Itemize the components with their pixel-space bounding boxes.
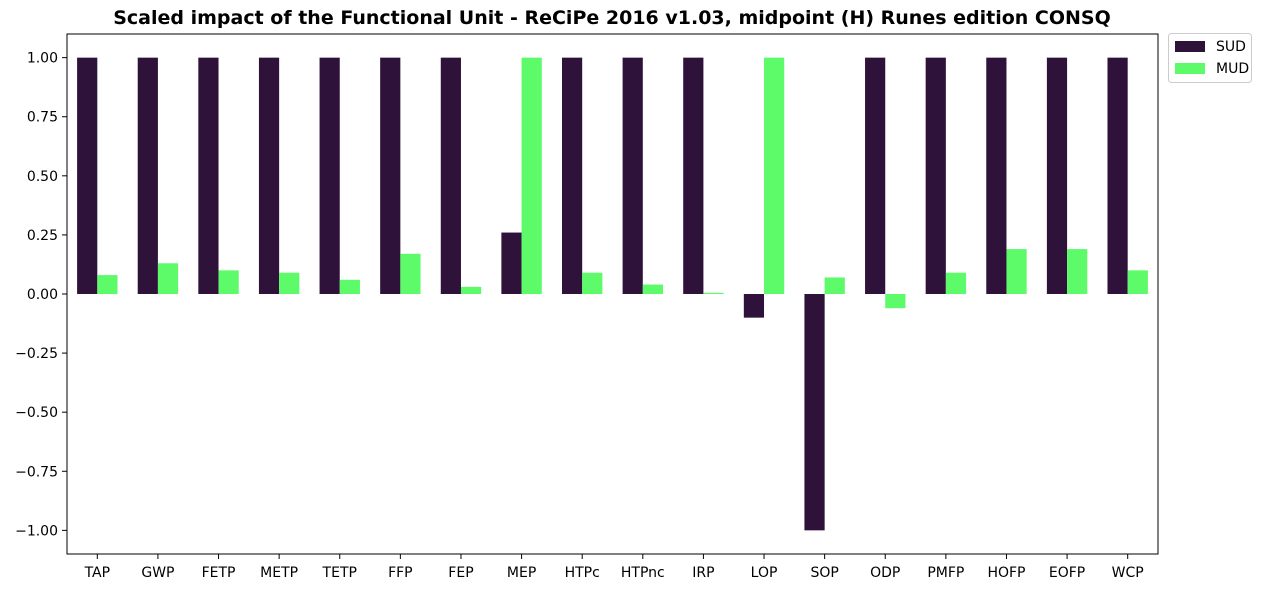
bar-mud-ffp [400, 253, 421, 294]
bar-mud-fetp [218, 270, 239, 294]
x-tick-label: FEP [448, 565, 473, 581]
bar-mud-htpnc [642, 284, 664, 294]
bar-sud-fep [440, 57, 461, 294]
bar-mud-wcp [1127, 270, 1148, 294]
x-tick-label: IRP [692, 565, 714, 581]
y-tick-label: 0.75 [27, 110, 58, 126]
bar-sud-wcp [1107, 57, 1128, 294]
bar-sud-mep [501, 232, 522, 294]
x-tick-label: PMFP [927, 565, 964, 581]
x-tick-label: EOFP [1049, 565, 1085, 581]
bar-mud-metp [279, 272, 300, 294]
x-tick-label: HOFP [987, 565, 1025, 581]
x-tick-label: WCP [1112, 565, 1144, 581]
x-tick-label: ODP [870, 565, 900, 581]
bar-mud-irp [703, 292, 724, 294]
bar-mud-htpc [582, 272, 603, 294]
chart-title: Scaled impact of the Functional Unit - R… [113, 7, 1111, 29]
bar-mud-tetp [339, 279, 360, 294]
x-tick-label: LOP [751, 565, 778, 581]
bar-sud-tetp [319, 57, 340, 294]
bar-mud-gwp [157, 263, 179, 294]
x-tick-label: SOP [810, 565, 838, 581]
legend-label-mud: MUD [1216, 61, 1249, 77]
y-tick-label: 1.00 [27, 51, 58, 67]
bar-mud-lop [764, 57, 785, 294]
y-tick-label: −1.00 [15, 523, 58, 539]
bar-sud-tap [77, 57, 98, 294]
bar-sud-htpc [561, 57, 583, 294]
bar-sud-irp [683, 57, 704, 294]
bar-sud-htpnc [622, 57, 643, 294]
bar-mud-tap [97, 275, 118, 294]
y-axis: −1.00 −0.75 −0.50 −0.25 0.00 0.25 0.50 0.75 1.00 [15, 51, 67, 539]
bar-sud-sop [804, 294, 825, 531]
bars-layer [77, 57, 1148, 531]
bar-sud-lop [743, 294, 765, 318]
bar-mud-mep [521, 57, 542, 294]
y-tick-label: 0.50 [27, 169, 58, 185]
bar-sud-metp [258, 57, 280, 294]
y-tick-label: 0.25 [27, 228, 58, 244]
x-tick-label: HTPnc [621, 565, 665, 581]
x-tick-label: GWP [141, 565, 174, 581]
legend-swatch-sud [1175, 41, 1205, 52]
legend-swatch-mud [1175, 63, 1205, 74]
x-tick-label: FETP [202, 565, 236, 581]
bar-sud-fetp [198, 57, 219, 294]
bar-sud-eofp [1046, 57, 1068, 294]
x-tick-label: TETP [322, 565, 357, 581]
x-axis: TAP GWP FETP METP TETP FFP FEP MEP HTPc HTPnc IRP L… [84, 554, 1144, 581]
y-tick-label: 0.00 [27, 287, 58, 303]
x-tick-label: TAP [84, 565, 110, 581]
bar-mud-odp [885, 294, 906, 309]
bar-sud-gwp [137, 57, 158, 294]
legend-label-sud: SUD [1216, 39, 1246, 55]
bar-mud-sop [824, 277, 845, 294]
bar-mud-fep [460, 286, 482, 294]
x-tick-label: FFP [388, 565, 413, 581]
x-tick-label: METP [260, 565, 298, 581]
y-tick-label: −0.25 [15, 346, 58, 362]
bar-mud-eofp [1067, 249, 1088, 294]
y-tick-label: −0.75 [15, 464, 58, 480]
y-tick-label: −0.50 [15, 405, 58, 421]
x-tick-label: HTPc [565, 565, 600, 581]
bar-sud-hofp [986, 57, 1007, 294]
bar-sud-ffp [380, 57, 401, 294]
bar-mud-hofp [1006, 249, 1027, 294]
legend: SUD MUD [1168, 33, 1252, 83]
bar-sud-pmfp [925, 57, 946, 294]
bar-mud-pmfp [945, 272, 967, 294]
bar-sud-odp [865, 57, 886, 294]
x-tick-label: MEP [507, 565, 536, 581]
plot-frame [66, 33, 1159, 555]
